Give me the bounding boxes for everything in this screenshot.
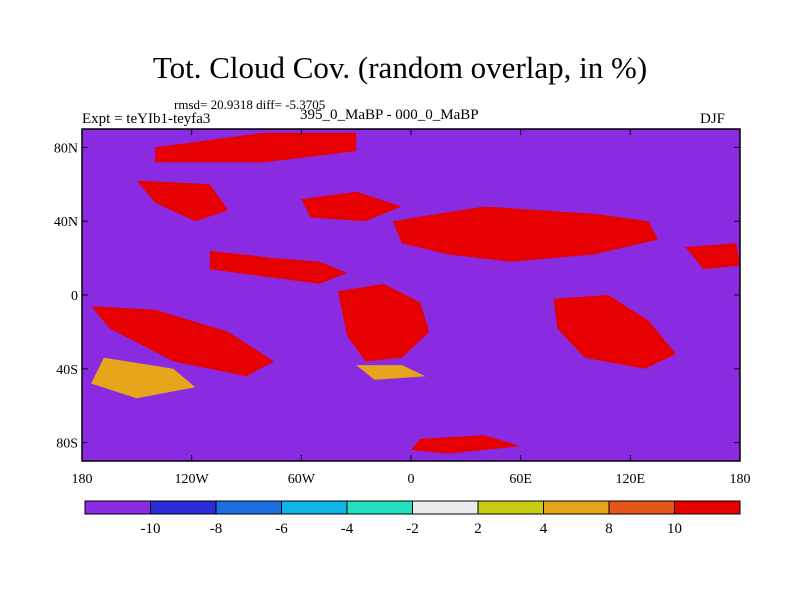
y-tick-label: 80N [54,141,78,156]
colorbar-level-label: -4 [341,521,354,537]
colorbar-swatch [281,500,348,515]
region-far-east-pacific-warm [685,243,740,270]
colorbar-swatch [84,500,151,515]
colorbar-swatch [674,500,741,515]
region-arctic-band [155,132,357,163]
colorbar-level-label: 2 [474,521,482,537]
colorbar-level-label: 10 [667,521,682,537]
y-tick-label: 40N [54,215,78,230]
y-tick-label: 80S [56,437,78,452]
season-label: DJF [700,111,726,127]
colorbar-swatch [412,500,479,515]
x-tick-label: 60E [509,472,532,487]
region-south-america-africa-warm [337,283,430,362]
colorbar: -10 -8 -6 -4 -2 2 4 8 10 [84,500,741,537]
colorbar-swatch [215,500,282,515]
background-field [82,129,740,461]
region-tropical-atlantic-warm [209,250,347,284]
x-axis: 180 120W 60W 0 60E 120E 180 [72,129,751,487]
region-indian-ocean-warm [553,295,676,369]
experiment-label: Expt = teYIb1-teyfa3 [82,111,211,127]
x-tick-label: 180 [72,472,93,487]
colorbar-level-label: 8 [605,521,613,537]
region-south-pacific-orange [91,357,196,399]
y-tick-label: 0 [71,289,78,304]
colorbar-swatch [346,500,413,515]
colorbar-swatch [150,500,217,515]
x-tick-label: 0 [408,472,415,487]
y-axis: 80N 40N 0 40S 80S [54,141,740,452]
colorbar-level-label: -6 [275,521,288,537]
x-tick-label: 180 [730,472,751,487]
region-atlantic-margin-orange [356,365,426,380]
region-eurasia-warm [392,206,658,262]
region-north-america-warm [136,180,229,222]
colorbar-swatch [543,500,610,515]
period-label: 395_0_MaBP - 000_0_MaBP [300,107,479,123]
region-south-pacific-warm [91,306,274,377]
colorbar-level-label: -10 [141,521,161,537]
region-southern-band-warm [411,435,521,454]
colorbar-swatch [608,500,675,515]
map-field [82,129,740,461]
page-title: Tot. Cloud Cov. (random overlap, in %) [152,50,648,85]
colorbar-level-label: 4 [540,521,548,537]
colorbar-swatch [477,500,544,515]
colorbar-level-label: -8 [210,521,223,537]
y-tick-label: 40S [56,363,78,378]
colorbar-level-label: -2 [406,521,419,537]
x-tick-label: 120E [616,472,646,487]
region-north-atlantic-warm [301,191,402,222]
x-tick-label: 60W [288,472,316,487]
stats-label: rmsd= 20.9318 diff= -5.3705 [174,97,326,112]
field-regions [91,132,740,454]
x-tick-label: 120W [175,472,210,487]
